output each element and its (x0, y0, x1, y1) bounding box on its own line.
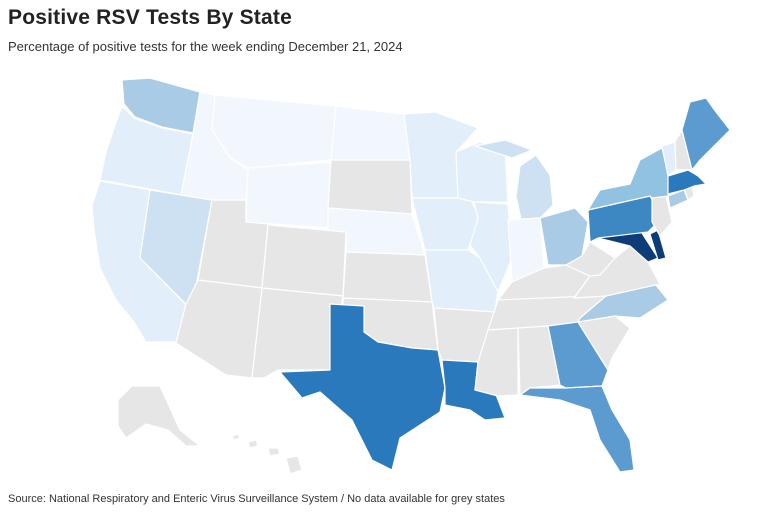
state-NM[interactable]: New Mexico (251, 287, 344, 379)
state-WI[interactable]: Wisconsin (455, 141, 509, 203)
state-MI[interactable]: Michigan (474, 139, 554, 220)
state-KS[interactable]: Kansas (342, 251, 433, 303)
state-MO[interactable]: Missouri (424, 249, 499, 313)
state-FL[interactable]: Florida (519, 385, 635, 473)
state-CO[interactable]: Colorado (261, 224, 347, 297)
state-ND[interactable]: North Dakota (330, 105, 411, 161)
state-TX[interactable]: Texas (279, 303, 446, 471)
state-IL[interactable]: Illinois (469, 201, 513, 293)
state-AL[interactable]: Alabama (517, 325, 561, 396)
state-MA[interactable]: Massachusetts (667, 169, 707, 195)
state-IA[interactable]: Iowa (411, 197, 481, 251)
state-ME[interactable]: Maine (681, 97, 731, 171)
map-title: Positive RSV Tests By State (8, 6, 292, 29)
state-MT[interactable]: Montana (211, 94, 337, 169)
state-WY[interactable]: Wyoming (245, 161, 332, 229)
state-DE[interactable]: Delaware (649, 229, 667, 261)
source-note: Source: National Respiratory and Enteric… (8, 493, 505, 505)
state-HI[interactable]: Hawaii (231, 433, 303, 475)
state-WV[interactable]: West Virginia (565, 241, 616, 277)
state-AK[interactable]: Alaska (117, 385, 201, 447)
state-SD[interactable]: South Dakota (327, 159, 413, 216)
map-subtitle: Percentage of positive tests for the wee… (8, 39, 403, 54)
